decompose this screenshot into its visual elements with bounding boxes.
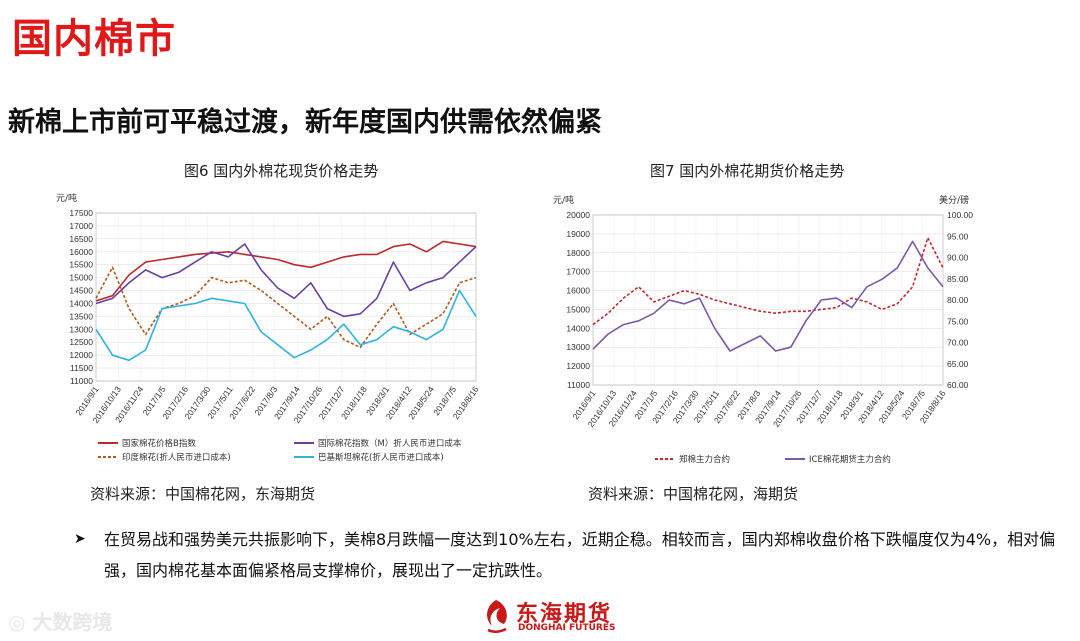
- y-right-axis-label: 美分/磅: [939, 194, 969, 206]
- y-tick-label: 20000: [566, 210, 590, 220]
- y-tick-label: 13000: [69, 324, 93, 334]
- bullet-text: 在贸易战和强势美元共振影响下，美棉8月跌幅一度达到10%左右，近期企稳。相较而言…: [104, 530, 1056, 580]
- y-tick-label: 17500: [69, 208, 93, 218]
- page-title: 国内棉市: [12, 16, 176, 62]
- y-tick-label: 11500: [70, 363, 93, 373]
- legend-label-1: 国际棉花指数（M）折人民币进口成本: [318, 438, 462, 449]
- page-subtitle: 新棉上市前可平稳过渡，新年度国内供需依然偏紧: [8, 107, 602, 138]
- y-right-tick-label: 90.00: [947, 253, 969, 263]
- chart2-source: 资料来源：中国棉花网，海期货: [588, 485, 799, 503]
- y-right-tick-label: 80.00: [947, 295, 969, 305]
- y-tick-label: 13500: [69, 311, 93, 321]
- logo-subtext: DONGHAI FUTURES: [518, 623, 616, 633]
- y-axis-label: 元/吨: [56, 192, 77, 204]
- chart1-source: 资料来源：中国棉花网，东海期货: [90, 485, 316, 503]
- y-tick-label: 15000: [566, 304, 590, 314]
- y-right-tick-label: 70.00: [947, 338, 969, 348]
- y-tick-label: 17000: [566, 267, 590, 277]
- y-right-tick-label: 60.00: [947, 380, 969, 390]
- y-tick-label: 17000: [69, 221, 93, 231]
- series-line-0: [592, 236, 944, 326]
- chart2-futures-price: 11000 12000 13000 14000 15000 16000 17000 18000…: [553, 194, 973, 465]
- y-tick-label: 14500: [69, 286, 93, 296]
- series-line-1: [592, 240, 944, 352]
- bullet-arrow-icon: ➤: [74, 531, 86, 547]
- y-tick-label: 12000: [566, 361, 590, 371]
- y-tick-label: 14000: [566, 323, 590, 333]
- watermark-text: 大数跨境: [32, 610, 113, 634]
- watermark-icon: ◎: [8, 610, 26, 634]
- chart2-title: 图7 国内外棉花期货价格走势: [650, 162, 845, 180]
- legend-label-1: ICE棉花期货主力合约: [809, 454, 891, 465]
- company-logo: 东海期货 DONGHAI FUTURES: [480, 596, 650, 638]
- series-line-2: [95, 266, 477, 349]
- y-tick-label: 16000: [69, 247, 93, 257]
- y-tick-label: 12500: [69, 337, 93, 347]
- y-right-tick-label: 100.00: [947, 210, 973, 220]
- logo-emblem-icon: [487, 600, 507, 633]
- y-right-tick-label: 95.00: [947, 231, 969, 241]
- series-line-3: [95, 289, 477, 362]
- legend-label-0: 郑棉主力合约: [679, 454, 730, 465]
- y-tick-label: 16000: [566, 286, 590, 296]
- y-tick-label: 11000: [70, 376, 93, 386]
- y-tick-label: 16500: [69, 234, 93, 244]
- bullet-paragraph: ➤ 在贸易战和强势美元共振影响下，美棉8月跌幅一度达到10%左右，近期企稳。相较…: [74, 524, 1070, 586]
- plot-frame: [95, 212, 477, 382]
- y-axis-label: 元/吨: [553, 194, 574, 206]
- y-tick-label: 13000: [566, 342, 590, 352]
- series-line-1: [95, 243, 477, 318]
- y-tick-label: 11000: [567, 380, 590, 390]
- y-tick-label: 14000: [69, 298, 93, 308]
- y-right-tick-label: 85.00: [947, 274, 969, 284]
- legend-label-3: 巴基斯坦棉花(折人民币进口成本): [318, 452, 444, 463]
- y-tick-label: 19000: [566, 229, 590, 239]
- y-right-tick-label: 65.00: [947, 359, 969, 369]
- y-tick-label: 15000: [69, 273, 93, 283]
- legend-label-2: 印度棉花(折人民币进口成本): [122, 452, 231, 463]
- series-line-0: [95, 240, 477, 302]
- legend-label-0: 国家棉花价格B指数: [122, 438, 196, 449]
- y-tick-label: 12000: [69, 350, 93, 360]
- watermark: ◎ 大数跨境: [8, 606, 112, 635]
- y-tick-label: 15500: [69, 260, 93, 270]
- y-right-tick-label: 75.00: [947, 316, 969, 326]
- logo-text: 东海期货: [516, 602, 613, 627]
- plot-frame: [592, 214, 944, 386]
- chart1-spot-price: 11000 11500 12000 12500 13000 13500 14000 14500…: [56, 192, 481, 463]
- y-tick-label: 18000: [566, 248, 590, 258]
- chart1-title: 图6 国内外棉花现货价格走势: [184, 162, 379, 180]
